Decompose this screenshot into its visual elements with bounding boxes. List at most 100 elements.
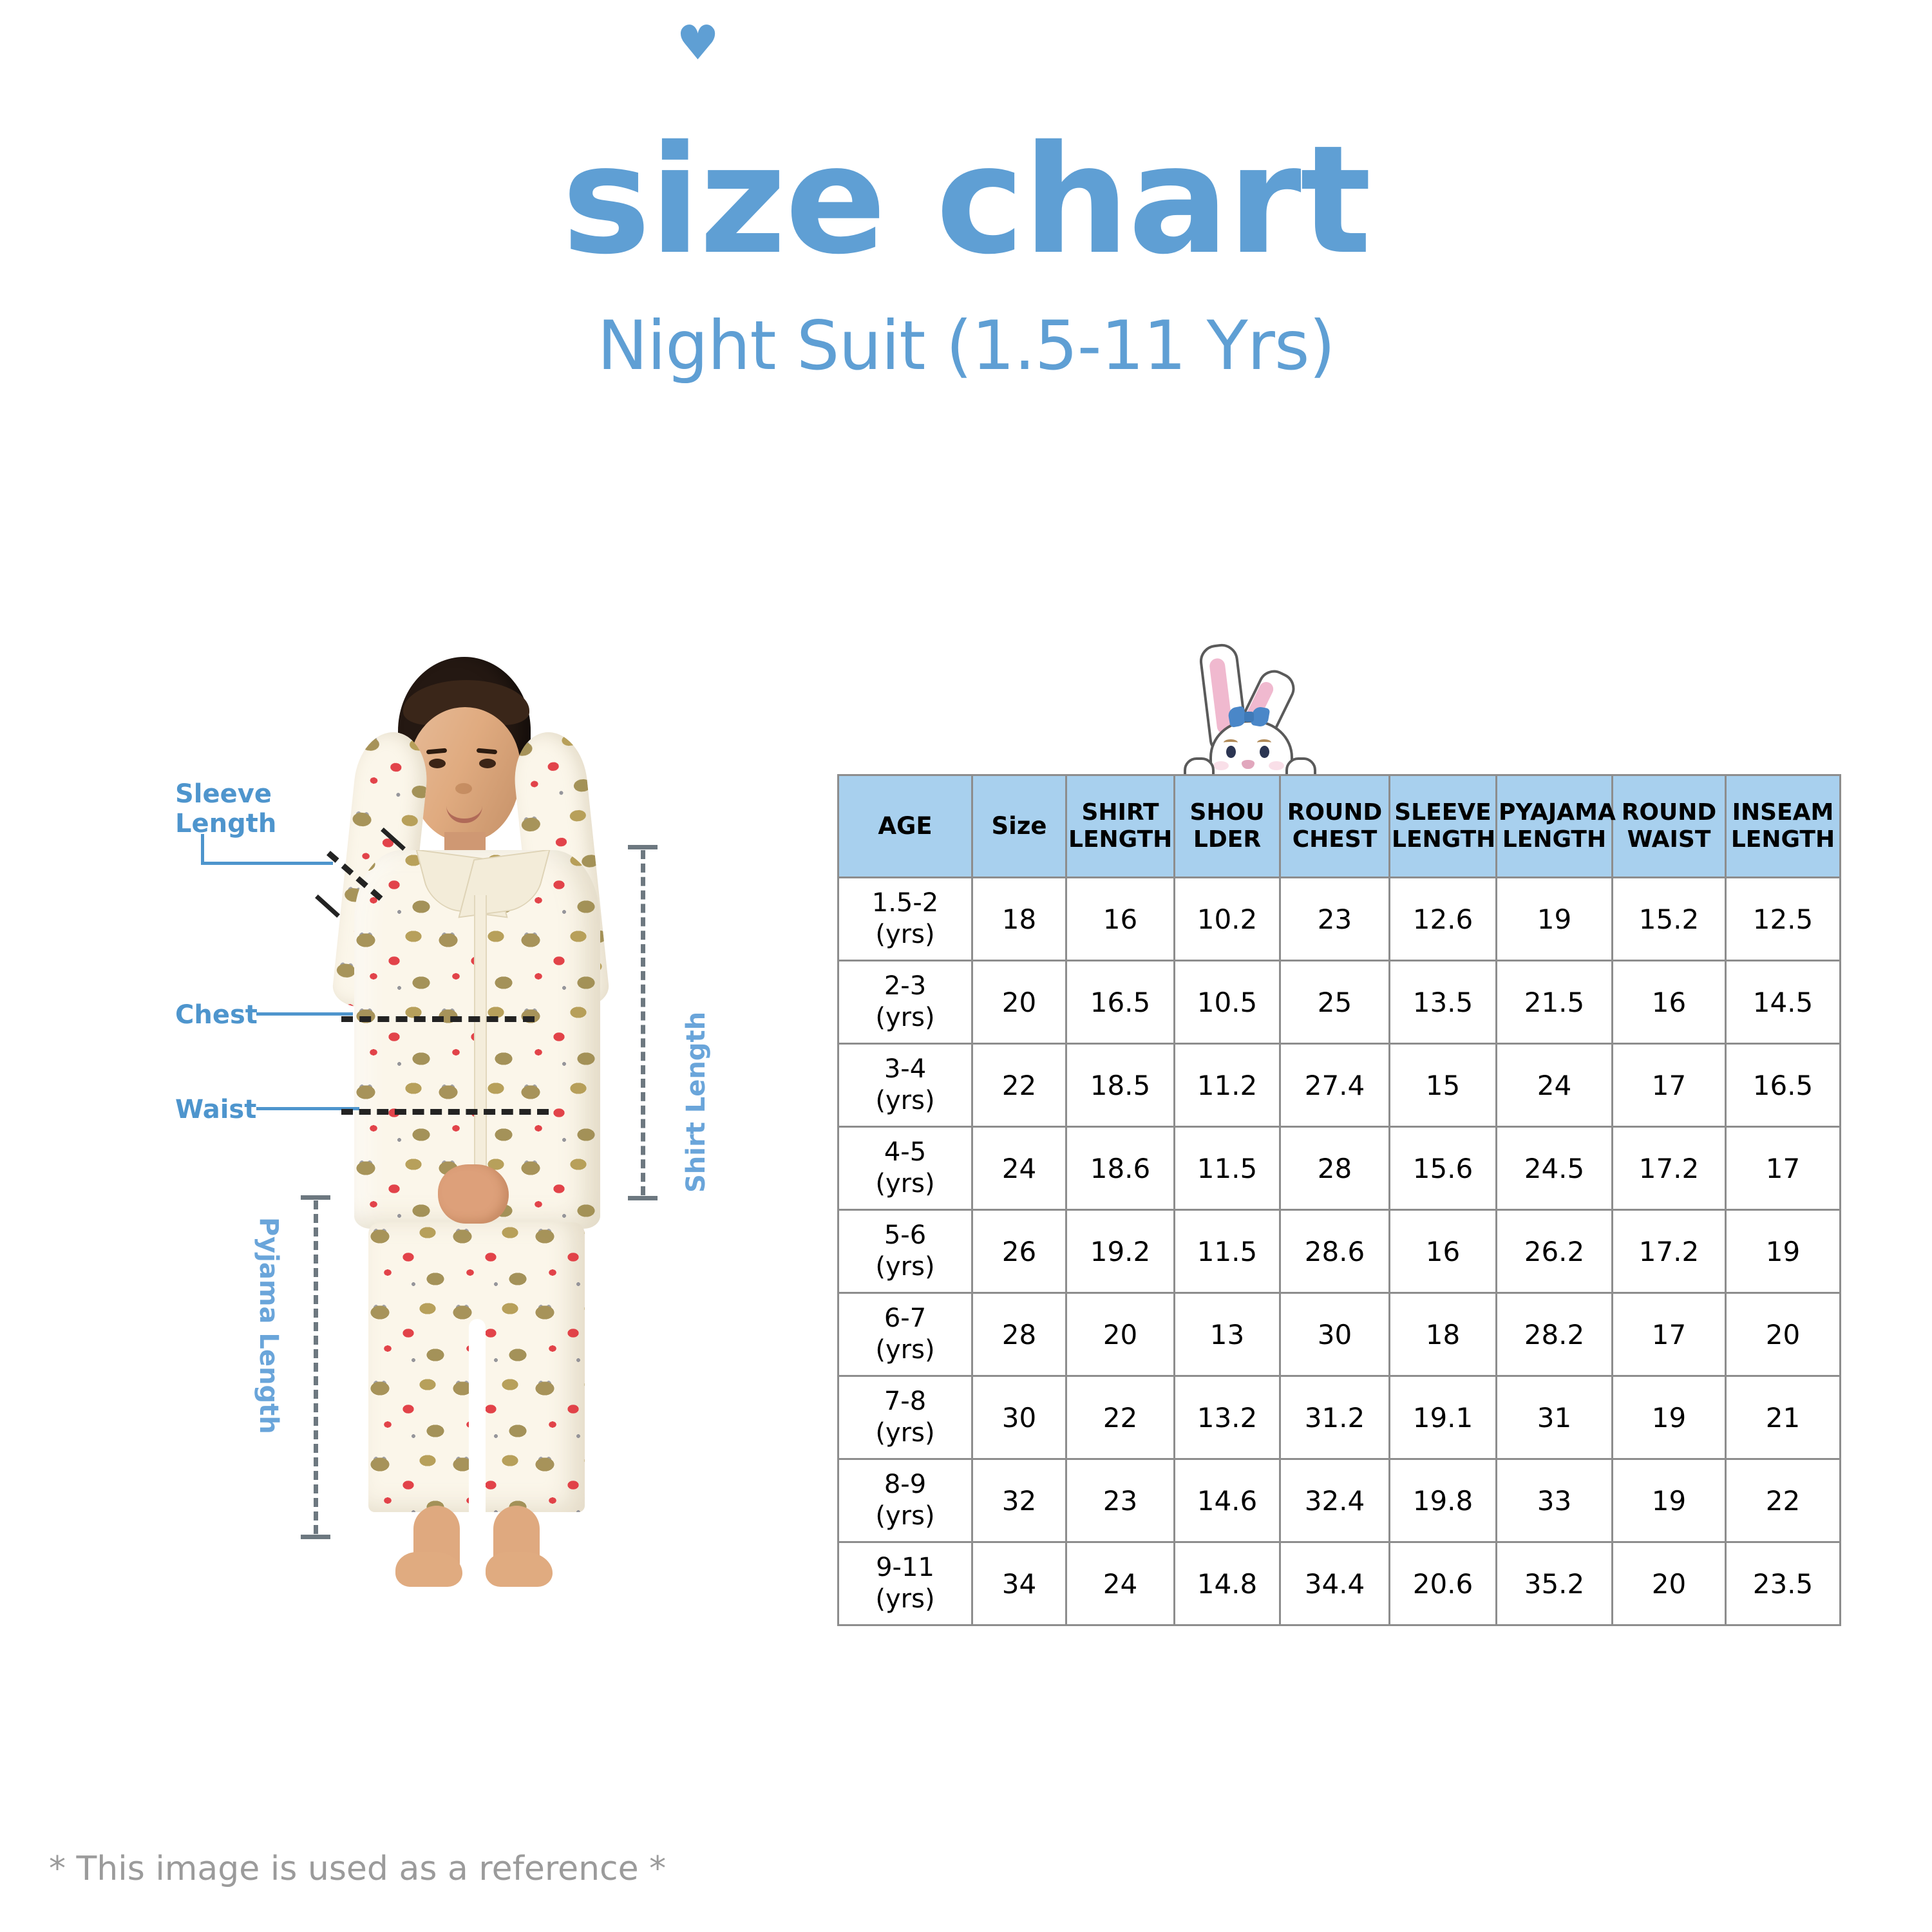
table-header-row: AGE Size SHIRT LENGTH SHOU LDER ROUND CH… [837,774,1841,878]
table-row: 6-7 (yrs) 28 20 13 30 18 28.2 17 20 [837,1292,1841,1377]
cell-round-waist: 15.2 [1611,876,1727,961]
cell-inseam-length: 16.5 [1725,1043,1841,1128]
cell-shoulder: 14.6 [1173,1458,1281,1543]
cell-shirt-length: 18.6 [1065,1126,1175,1211]
bunny-cheek-right [1269,761,1284,770]
table-row: 3-4 (yrs) 22 18.5 11.2 27.4 15 24 17 16.5 [837,1043,1841,1128]
cell-pyajama-length: 21.5 [1495,960,1613,1045]
cell-round-waist: 17.2 [1611,1209,1727,1294]
cell-shoulder: 14.8 [1173,1541,1281,1626]
table-row: 4-5 (yrs) 24 18.6 11.5 28 15.6 24.5 17.2 17 [837,1126,1841,1211]
cell-inseam-length: 17 [1725,1126,1841,1211]
cell-round-waist: 19 [1611,1458,1727,1543]
cell-inseam-length: 21 [1725,1375,1841,1460]
bracket-tick-top [628,845,658,849]
cell-size: 26 [971,1209,1067,1294]
cell-shirt-length: 20 [1065,1292,1175,1377]
cell-shoulder: 10.5 [1173,960,1281,1045]
bracket-pyjama-length [301,1195,330,1539]
cell-sleeve-length: 20.6 [1388,1541,1497,1626]
leader-line-sleeve-horizontal [201,862,333,865]
cell-age: 1.5-2 (yrs) [837,876,973,961]
column-header-shirt-length: SHIRT LENGTH [1065,774,1175,878]
dashed-measure-chest [341,1016,535,1022]
cell-shirt-length: 22 [1065,1375,1175,1460]
cell-sleeve-length: 13.5 [1388,960,1497,1045]
cell-size: 18 [971,876,1067,961]
foot-left [395,1552,462,1587]
bunny-bow-icon [1227,705,1271,728]
mouth [446,806,482,823]
cell-size: 34 [971,1541,1067,1626]
cell-size: 28 [971,1292,1067,1377]
cell-shoulder: 11.2 [1173,1043,1281,1128]
cell-pyajama-length: 33 [1495,1458,1613,1543]
child-model-photo [330,657,612,1587]
nose [455,783,472,794]
cell-pyajama-length: 24 [1495,1043,1613,1128]
hands [438,1164,509,1224]
cell-size: 22 [971,1043,1067,1128]
cell-shoulder: 11.5 [1173,1126,1281,1211]
cell-size: 20 [971,960,1067,1045]
cell-shirt-length: 16.5 [1065,960,1175,1045]
cell-sleeve-length: 16 [1388,1209,1497,1294]
cell-size: 32 [971,1458,1067,1543]
table-row: 2-3 (yrs) 20 16.5 10.5 25 13.5 21.5 16 14.5 [837,960,1841,1045]
cell-age: 7-8 (yrs) [837,1375,973,1460]
bunny-nose [1242,760,1255,769]
cell-shoulder: 10.2 [1173,876,1281,961]
label-waist: Waist [175,1095,257,1124]
cell-inseam-length: 23.5 [1725,1541,1841,1626]
table-row: 8-9 (yrs) 32 23 14.6 32.4 19.8 33 19 22 [837,1458,1841,1543]
page-title-text: size chart [562,113,1371,287]
bracket-stem [641,850,645,1195]
cell-age: 6-7 (yrs) [837,1292,973,1377]
cell-round-waist: 17 [1611,1292,1727,1377]
cell-age: 5-6 (yrs) [837,1209,973,1294]
cell-sleeve-length: 18 [1388,1292,1497,1377]
cell-inseam-length: 14.5 [1725,960,1841,1045]
cell-pyajama-length: 26.2 [1495,1209,1613,1294]
page-subtitle: Night Suit (1.5-11 Yrs) [597,307,1335,385]
table-row: 5-6 (yrs) 26 19.2 11.5 28.6 16 26.2 17.2 19 [837,1209,1841,1294]
cell-shirt-length: 23 [1065,1458,1175,1543]
reference-note: * This image is used as a reference * [49,1850,667,1888]
label-chest: Chest [175,1000,258,1030]
cell-round-chest: 34.4 [1279,1541,1390,1626]
bunny-cheek-left [1213,761,1229,770]
cell-round-chest: 25 [1279,960,1390,1045]
cell-round-waist: 17.2 [1611,1126,1727,1211]
cell-shirt-length: 16 [1065,876,1175,961]
table-row: 1.5-2 (yrs) 18 16 10.2 23 12.6 19 15.2 12.5 [837,876,1841,961]
cell-shirt-length: 18.5 [1065,1043,1175,1128]
cell-pyajama-length: 19 [1495,876,1613,961]
cell-inseam-length: 22 [1725,1458,1841,1543]
column-header-round-chest: ROUND CHEST [1279,774,1390,878]
cell-round-chest: 23 [1279,876,1390,961]
column-header-inseam-length: INSEAM LENGTH [1725,774,1841,878]
eye-left [429,759,446,768]
heart-icon: ♥ [676,15,719,71]
cell-round-waist: 17 [1611,1043,1727,1128]
bracket-shirt-length [628,845,658,1200]
label-sleeve-length: Sleeve Length [175,779,277,838]
cell-round-chest: 28 [1279,1126,1390,1211]
bunny-brow-left [1224,739,1238,746]
pyjama-pants [368,1222,585,1512]
page-title: ♥ size chart [562,0,1371,275]
cell-inseam-length: 19 [1725,1209,1841,1294]
column-header-size: Size [971,774,1067,878]
table-row: 7-8 (yrs) 30 22 13.2 31.2 19.1 31 19 21 [837,1375,1841,1460]
cell-round-chest: 28.6 [1279,1209,1390,1294]
cell-pyajama-length: 28.2 [1495,1292,1613,1377]
column-header-pyajama-length: PYAJAMA LENGTH [1495,774,1616,878]
cell-round-chest: 27.4 [1279,1043,1390,1128]
cell-age: 9-11 (yrs) [837,1541,973,1626]
table-row: 9-11 (yrs) 34 24 14.8 34.4 20.6 35.2 20 23.5 [837,1541,1841,1626]
cell-shoulder: 13.2 [1173,1375,1281,1460]
cell-age: 3-4 (yrs) [837,1043,973,1128]
cell-shirt-length: 19.2 [1065,1209,1175,1294]
cell-round-waist: 20 [1611,1541,1727,1626]
button-placket [474,895,487,1229]
